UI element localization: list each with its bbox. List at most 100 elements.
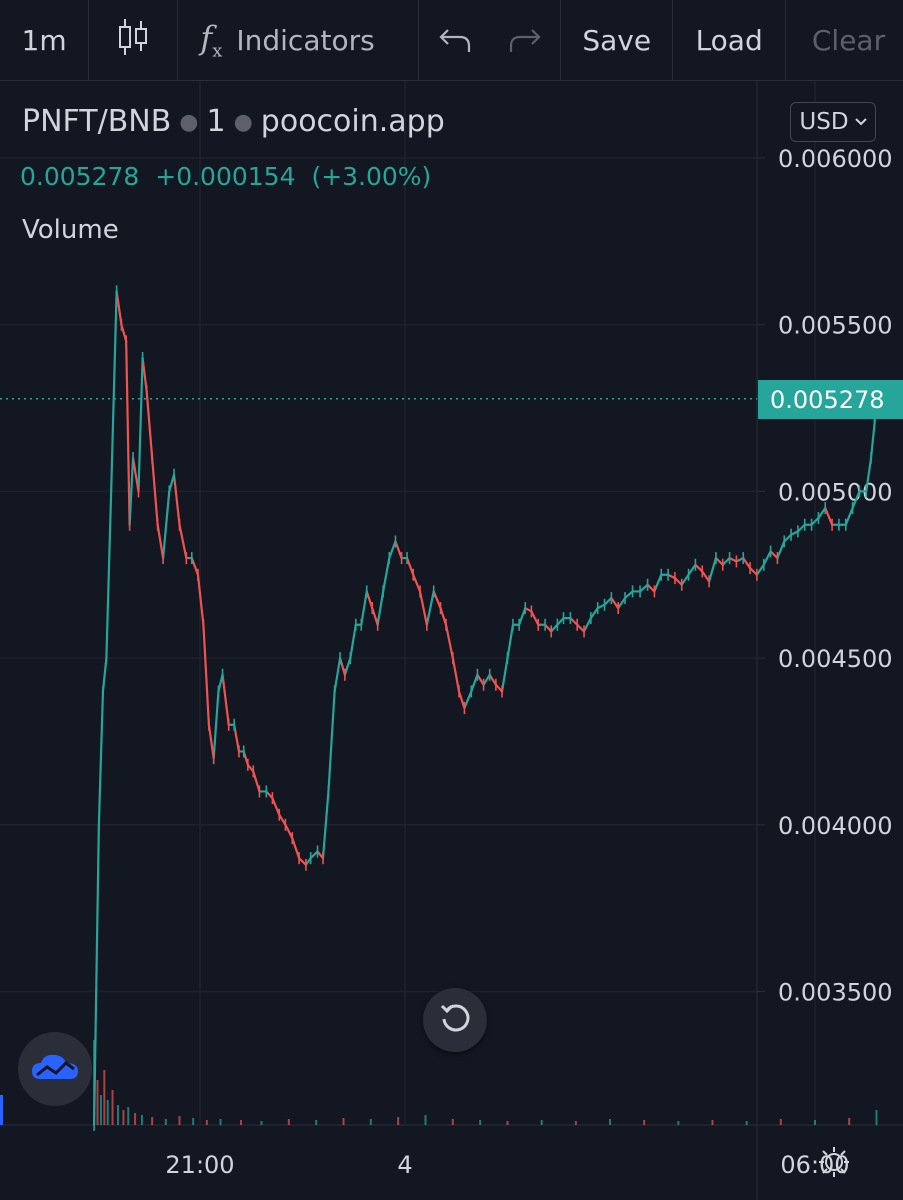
price-segment	[321, 790, 330, 860]
undo-icon[interactable]	[438, 26, 472, 54]
y-tick-label: 0.004000	[778, 812, 893, 840]
price-segment	[623, 590, 634, 600]
price-segment	[748, 566, 759, 576]
price-segment	[530, 610, 540, 626]
price-segment	[190, 556, 200, 576]
price-segment	[145, 390, 154, 460]
y-tick-label: 0.003500	[778, 979, 893, 1007]
load-button[interactable]: Load	[673, 0, 786, 80]
price-segment	[271, 797, 281, 816]
chart-settings-button[interactable]	[814, 1144, 854, 1184]
price-segment	[252, 770, 261, 793]
price-segment	[524, 606, 533, 613]
volume-bar	[540, 1120, 543, 1125]
tradingview-cloud-icon	[30, 1051, 80, 1087]
volume-bar	[479, 1120, 482, 1125]
volume-bar	[111, 1090, 114, 1125]
redo-icon[interactable]	[508, 26, 542, 54]
price-segment	[596, 603, 606, 610]
price-segment	[603, 596, 613, 606]
volume-bar	[609, 1119, 611, 1125]
price-segment	[394, 540, 403, 560]
volume-bar	[814, 1120, 816, 1125]
price-segment	[617, 596, 627, 610]
volume-bar	[103, 1070, 106, 1125]
price-segment	[735, 556, 745, 563]
price-segment	[783, 533, 793, 543]
price-segment	[653, 573, 663, 593]
interval-label: 1	[206, 104, 226, 139]
reset-icon	[438, 1001, 472, 1039]
price-segment	[371, 606, 379, 626]
price-segment	[569, 616, 579, 626]
gear-icon	[816, 1144, 852, 1184]
volume-bar	[424, 1115, 427, 1125]
price-segment	[673, 576, 683, 586]
price-segment	[412, 573, 422, 593]
price-segment	[221, 673, 230, 726]
reset-chart-button[interactable]	[423, 988, 487, 1052]
symbol-name[interactable]: PNFT/BNB	[22, 104, 172, 139]
currency-selector[interactable]: USD	[790, 102, 876, 142]
price-segment	[687, 563, 697, 576]
price-segment	[666, 573, 677, 580]
volume-bar	[369, 1119, 372, 1125]
volume-bar	[96, 1080, 99, 1125]
price-segment	[844, 506, 854, 526]
price-segment	[610, 596, 620, 610]
price-segment	[714, 556, 724, 566]
price-segment	[92, 823, 100, 1126]
price-segment	[638, 583, 649, 593]
price-segment	[518, 606, 527, 626]
price-segment	[776, 540, 786, 560]
price-segment	[425, 590, 435, 626]
indicators-button[interactable]: fx Indicators	[178, 0, 420, 80]
price-segment	[297, 857, 308, 866]
volume-legend[interactable]: Volume	[22, 215, 119, 245]
price-segment	[365, 590, 374, 610]
clear-button[interactable]: Clear	[811, 23, 886, 57]
price-segment	[476, 673, 485, 686]
price-segment	[360, 590, 368, 626]
volume-bar	[779, 1119, 782, 1125]
price-segment	[418, 590, 428, 626]
chart-type-button[interactable]	[89, 0, 179, 80]
price-segment	[701, 570, 711, 583]
save-button[interactable]: Save	[561, 0, 674, 80]
volume-bar	[677, 1121, 680, 1125]
price-segment	[125, 340, 131, 526]
x-tick-label: 4	[397, 1151, 412, 1179]
volume-bar	[745, 1121, 748, 1125]
price-chart[interactable]: 0.006000 0.005500 0.005000 0.004500 0.004000…	[0, 81, 903, 1200]
price-segment	[543, 623, 553, 633]
price-segment	[137, 356, 144, 493]
volume-bar	[451, 1119, 454, 1125]
price-segment	[327, 690, 336, 793]
volume-bar	[315, 1120, 318, 1125]
undo-redo-group	[419, 0, 561, 80]
volume-bar	[219, 1119, 222, 1125]
price-segment	[388, 540, 397, 560]
price-segment	[824, 506, 834, 526]
price-segment	[694, 563, 704, 573]
interval-button[interactable]: 1m	[0, 0, 90, 80]
price-segment	[196, 573, 205, 626]
price-segment	[769, 550, 779, 560]
y-tick-label: 0.005500	[778, 312, 893, 340]
volume-bar	[205, 1120, 208, 1125]
volume-bar	[287, 1119, 290, 1125]
top-toolbar: 1m fx Indicators Save Load Clear	[0, 0, 903, 81]
indicators-label: Indicators	[236, 23, 375, 57]
price-segment	[105, 490, 113, 660]
volume-bar	[117, 1105, 119, 1125]
price-segment	[343, 656, 352, 676]
price-segment	[444, 623, 454, 660]
price-segment	[582, 616, 592, 633]
price-segment	[212, 690, 220, 760]
currency-label: USD	[799, 109, 849, 135]
price-segment	[817, 506, 827, 520]
volume-bar	[151, 1117, 154, 1125]
tradingview-logo-button[interactable]	[18, 1032, 92, 1106]
price-segment	[494, 683, 504, 693]
left-edge-marker	[0, 1095, 3, 1125]
